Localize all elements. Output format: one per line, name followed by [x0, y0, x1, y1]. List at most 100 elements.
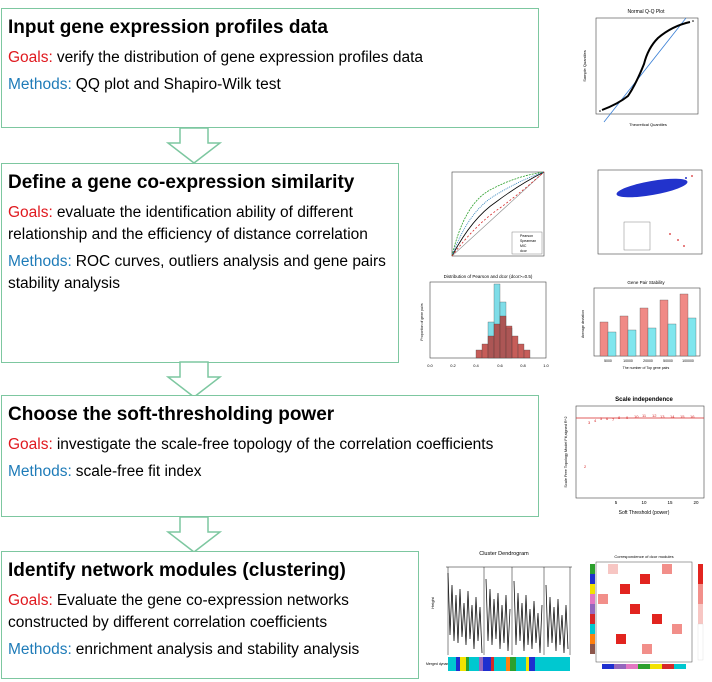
- step-title: Input gene expression profiles data: [8, 17, 328, 38]
- qq-point: [692, 20, 694, 22]
- svg-text:14: 14: [670, 414, 675, 419]
- step-box-2: Define a gene co-expression similarity G…: [1, 163, 399, 363]
- hist-xtick: 1.0: [543, 363, 549, 368]
- corr-color-scale: [697, 564, 704, 661]
- goals-text: Evaluate the gene co-expression networks…: [8, 592, 349, 631]
- dendro-branches: [447, 572, 483, 654]
- qq-plot-figure: Normal Q-Q Plot Theoretical Quantiles Sa…: [582, 9, 699, 127]
- flow-arrow-1: [166, 127, 222, 164]
- dendro-colors-label: Merged dynamic: [426, 662, 452, 666]
- stab-xtick: 50000: [663, 359, 673, 363]
- step-box-1: Input gene expression profiles data Goal…: [1, 8, 539, 128]
- roc-diagonal: [451, 171, 545, 257]
- roc-legend: [511, 231, 543, 255]
- step-box-4: Identify network modules (clustering) Go…: [1, 551, 419, 679]
- goals-label: Goals:: [8, 204, 53, 221]
- scale-title: Scale independence: [615, 397, 673, 403]
- roc-curve-dcor: [451, 171, 545, 257]
- qq-sample-curve: [601, 21, 691, 111]
- roc-legend-item: dcor: [520, 249, 528, 253]
- methods-text: enrichment analysis and stability analys…: [75, 641, 360, 658]
- methods-line: Methods: scale-free fit index: [8, 461, 532, 483]
- roc-legend-item: MIC: [520, 244, 527, 248]
- svg-text:10: 10: [634, 414, 639, 419]
- step-title: Define a gene co-expression similarity: [8, 172, 355, 193]
- dendro-branches: [485, 578, 511, 652]
- stab-xlabel: The number of Top gene pairs: [623, 366, 670, 370]
- hist-ylabel: Proportion of gene pairs: [420, 303, 424, 341]
- scatter-point-cloud: [616, 178, 688, 198]
- cluster-dendrogram-figure: Cluster Dendrogram Height Merged dynamic: [426, 551, 572, 671]
- stab-xtick: 100000: [682, 359, 694, 363]
- dendro-module-colors: [448, 657, 570, 671]
- roc-legend-item: Pearson: [520, 234, 533, 238]
- dendro-branches: [545, 584, 569, 654]
- goals-text: investigate the scale-free topology of t…: [56, 436, 494, 453]
- dendro-title: Cluster Dendrogram: [479, 551, 529, 557]
- scale-xtick: 15: [667, 500, 673, 505]
- scale-ylabel: Scale Free Topology Model Fit,signed R^2: [564, 416, 568, 487]
- svg-text:3: 3: [588, 420, 591, 425]
- methods-line: Methods: ROC curves, outliers analysis an…: [8, 251, 392, 295]
- hist-xtick: 0.0: [427, 363, 433, 368]
- flow-arrow-3: [166, 516, 222, 553]
- methods-text: scale-free fit index: [75, 463, 202, 480]
- module-correspondence-heatmap: Correspondence of dcor modules: [590, 554, 704, 669]
- qq-ylabel: Sample Quantiles: [582, 50, 587, 82]
- roc-curve-pearson: [451, 171, 545, 257]
- goals-line: Goals: Evaluate the gene co-expression ne…: [8, 590, 412, 634]
- methods-text: ROC curves, outliers analysis and gene p…: [8, 253, 386, 292]
- goals-label: Goals:: [8, 436, 53, 453]
- outliers-scatter-figure: [597, 169, 703, 255]
- stab-title: Gene Pair Stability: [627, 280, 665, 285]
- qq-title: Normal Q-Q Plot: [628, 9, 666, 15]
- flow-arrow-2: [166, 361, 222, 398]
- methods-text: QQ plot and Shapiro-Wilk test: [75, 76, 281, 93]
- methods-line: Methods: enrichment analysis and stabilit…: [8, 639, 412, 661]
- hist-xtick: 0.4: [473, 363, 479, 368]
- qq-frame: [595, 17, 699, 115]
- svg-text:4: 4: [594, 418, 597, 423]
- svg-text:12: 12: [652, 413, 657, 418]
- scale-xtick: 5: [615, 500, 618, 505]
- corr-heat-cells: [598, 564, 682, 654]
- step-title: Choose the soft-thresholding power: [8, 404, 335, 425]
- hist-xtick: 0.2: [450, 363, 456, 368]
- step-title: Identify network modules (clustering): [8, 560, 346, 581]
- stab-xtick: 10000: [623, 359, 633, 363]
- dendro-ylabel: Height: [430, 596, 435, 608]
- hist-xtick: 0.8: [520, 363, 526, 368]
- roc-frame: [451, 171, 545, 257]
- step-box-3: Choose the soft-thresholding power Goals…: [1, 395, 539, 517]
- goals-text: verify the distribution of gene expressi…: [56, 49, 423, 66]
- svg-text:15: 15: [680, 414, 685, 419]
- hist-xtick: 0.6: [497, 363, 503, 368]
- scale-xlabel: Soft Threshold (power): [619, 510, 670, 516]
- qq-reference-line: [603, 17, 687, 123]
- roc-curve-spearman: [451, 171, 545, 257]
- dendro-tree: [446, 566, 572, 655]
- scale-xtick: 10: [641, 500, 647, 505]
- scatter-outlier: [691, 175, 693, 177]
- stab-bars: [599, 293, 697, 357]
- scatter-outlier: [669, 233, 671, 235]
- goals-line: Goals: verify the distribution of gene ex…: [8, 47, 532, 69]
- stability-bar-figure: Gene Pair Stability Average deviation 50…: [581, 280, 701, 370]
- svg-text:8: 8: [618, 415, 621, 420]
- stab-ylabel: Average deviation: [581, 310, 585, 338]
- goals-line: Goals: evaluate the identification abilit…: [8, 202, 392, 246]
- svg-text:5: 5: [600, 416, 603, 421]
- histogram-figure: Distribution of Pearson and dcor (dcor>=…: [420, 274, 550, 368]
- qq-point: [599, 110, 601, 112]
- stab-xtick: 20000: [643, 359, 653, 363]
- svg-text:11: 11: [642, 413, 647, 418]
- svg-text:9: 9: [626, 415, 629, 420]
- roc-curve-mic: [451, 171, 545, 257]
- hist-title: Distribution of Pearson and dcor (dcor>=…: [444, 274, 533, 279]
- stab-xtick: 5000: [604, 359, 612, 363]
- scatter-outlier: [677, 239, 679, 241]
- methods-label: Methods:: [8, 641, 72, 658]
- methods-label: Methods:: [8, 253, 72, 270]
- roc-curves-figure: Pearson Spearman MIC dcor: [451, 171, 545, 257]
- scatter-point: [617, 193, 619, 195]
